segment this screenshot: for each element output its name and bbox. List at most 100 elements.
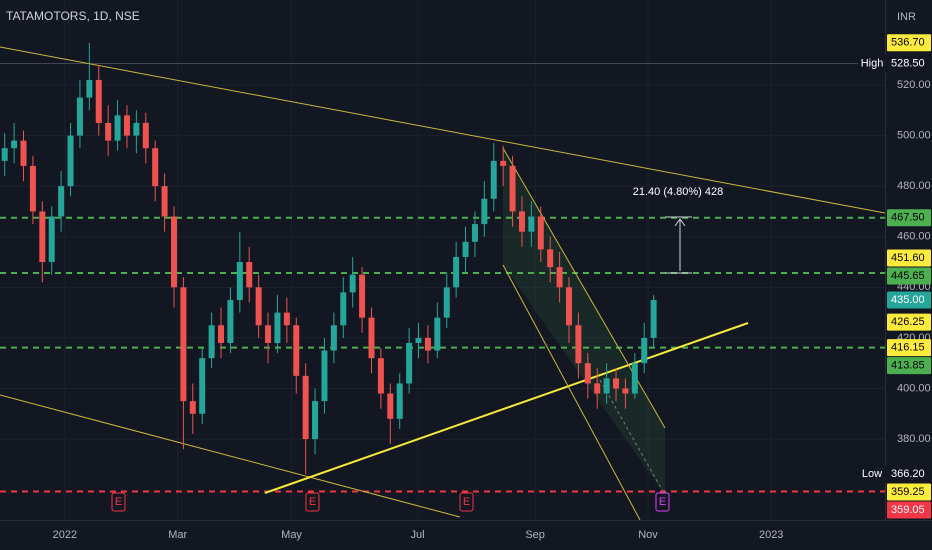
x-tick-label: Mar [168,529,187,541]
candle-body [547,249,554,268]
candle-body [340,292,347,326]
measure-arrowhead [674,218,686,227]
candle-body [594,383,601,394]
candle-body [189,401,196,414]
candle-body [575,325,582,364]
candle-body [29,165,36,212]
candle-body [1,148,8,161]
candle-body [443,287,450,318]
candle-body [20,140,27,166]
x-tick-label: Sep [525,529,545,541]
candle-body [415,337,422,343]
candle-body [246,262,253,288]
candle-body [462,241,469,257]
candle-body [58,186,65,217]
earnings-icon[interactable] [111,492,126,512]
trendline [264,322,749,494]
x-tick-label: Jul [411,529,425,541]
candle-body [114,115,121,141]
price-label-bg [887,267,931,285]
candle-body [180,287,187,402]
price-label-bg [887,291,931,309]
earnings-markers: E E E E [111,492,670,512]
price-label: 435.00 [891,294,925,306]
candle-body [584,363,591,384]
price-label: 426.25 [891,316,925,328]
candle-body [199,358,206,414]
candles [1,42,657,474]
channel-mid [599,379,666,496]
candle-body [293,325,300,376]
candle-body [481,198,488,225]
candle-body [537,216,544,250]
candle-body [424,337,431,351]
price-label: 451.60 [891,252,925,264]
candle-body [133,122,140,136]
trendline [0,46,886,214]
price-label: 416.15 [891,342,925,354]
candle-body [528,216,535,232]
price-label-bg [887,465,931,483]
earnings-label[interactable]: E [463,496,470,508]
candle-body [396,383,403,419]
candle-body [556,267,563,288]
candle-body [142,122,149,149]
y-tick-label: 400.00 [897,382,931,394]
candle-body [86,79,93,98]
earnings-label[interactable]: E [309,496,316,508]
candle-body [368,317,375,359]
candle-body [105,122,112,141]
candle-body [265,325,272,343]
candle-body [274,312,281,343]
candle-body [283,312,290,326]
price-label: 359.05 [891,504,925,516]
price-label-bg [887,34,931,52]
candle-body [509,165,516,212]
candle-body [622,388,629,394]
candle-body [359,274,366,318]
candle-body [631,363,638,394]
price-label: 445.65 [891,270,925,282]
candle-body [565,287,572,326]
price-label-bg [887,54,931,72]
earnings-icon[interactable] [655,492,670,512]
price-tag: High [861,57,884,69]
candle-body [39,211,46,263]
channel-line [502,264,641,521]
price-label-bg [887,313,931,331]
grid [0,0,885,520]
candle-body [11,140,18,149]
candle-body [48,216,55,263]
candle-body [302,375,309,440]
candle-body [170,216,177,288]
earnings-label[interactable]: E [115,496,122,508]
candle-body [613,378,620,389]
chart-title: TATAMOTORS, 1D, NSE [6,9,140,23]
earnings-icon[interactable] [305,492,320,512]
candle-body [603,378,610,394]
candle-body [208,325,215,359]
candle-body [471,224,478,242]
channel-line [502,147,666,429]
candle-body [650,299,657,338]
price-label: 528.50 [891,57,925,69]
x-tick-label: Nov [638,529,658,541]
earnings-label[interactable]: E [659,496,666,508]
candle-body [218,325,225,343]
candle-body [377,358,384,394]
y-tick-label: 520.00 [897,79,931,91]
price-label-bg [887,209,931,227]
x-tick-label: 2023 [759,529,783,541]
candle-body [349,274,356,293]
candle-body [321,350,328,402]
price-tag-bg [858,54,887,72]
x-tick-label: 2022 [53,529,77,541]
price-label-bg [887,501,931,519]
candle-body [312,401,319,440]
price-label-bg [887,339,931,357]
candle-body [152,148,159,187]
price-label: 413.85 [891,360,925,372]
earnings-icon[interactable] [459,492,474,512]
